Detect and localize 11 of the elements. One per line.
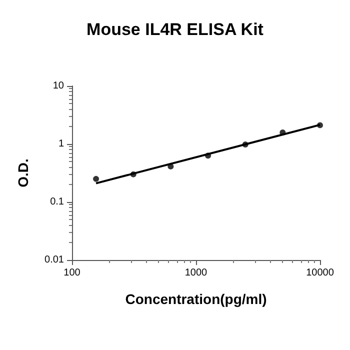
y-tick-label: 1	[58, 138, 64, 150]
x-axis-title: Concentration(pg/ml)	[125, 291, 267, 307]
x-tick-label: 1000	[184, 268, 208, 278]
y-tick-label: 0.1	[50, 196, 64, 208]
point	[93, 176, 100, 182]
y-tick-label: 10	[52, 80, 64, 92]
y-axis-title: O.D.	[15, 158, 31, 188]
x-tick-label: 10000	[306, 268, 334, 278]
y-tick-label: 0.01	[44, 254, 64, 266]
chart-title: Mouse IL4R ELISA Kit	[86, 20, 264, 39]
x-tick-label: 100	[64, 268, 81, 278]
